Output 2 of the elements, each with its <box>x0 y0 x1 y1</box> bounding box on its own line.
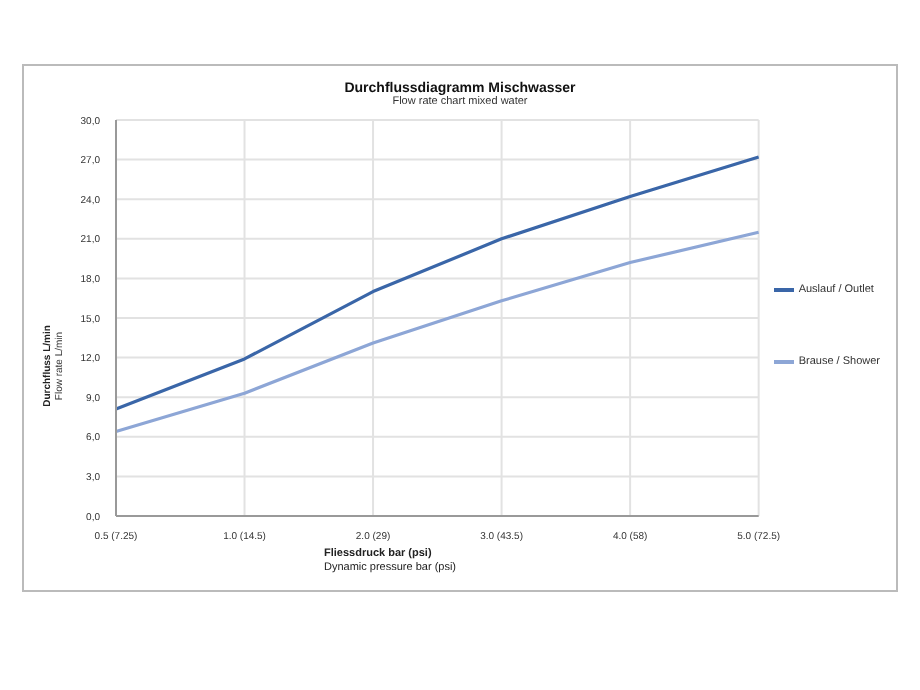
line-series <box>114 155 761 411</box>
line-series <box>114 230 761 434</box>
